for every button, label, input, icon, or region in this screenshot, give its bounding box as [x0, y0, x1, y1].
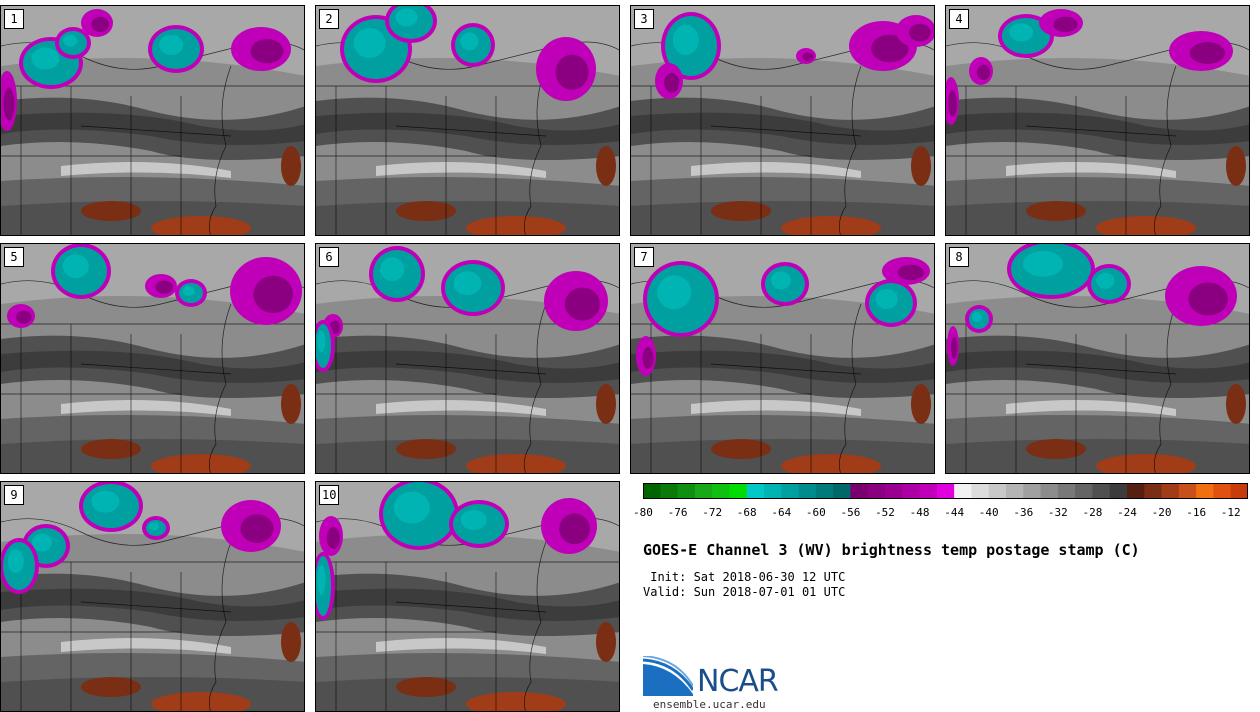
colorbar-tick-label: -80: [633, 506, 653, 519]
colorbar-swatch: [694, 483, 713, 499]
colorbar-tick-label: -16: [1186, 506, 1207, 519]
colorbar-tick-label: -32: [1047, 506, 1068, 519]
postage-stamp-panel: 5: [0, 243, 305, 474]
colorbar-swatch: [971, 483, 990, 499]
postage-stamp-panel: 8: [945, 243, 1250, 474]
colorbar-swatch: [833, 483, 851, 499]
colorbar-swatch: [1196, 483, 1214, 499]
colorbar-tick-label: -28: [1082, 506, 1103, 519]
colorbar-tick-label: -52: [875, 506, 895, 519]
colorbar-swatch: [1023, 483, 1042, 499]
water-vapor-map: [631, 244, 934, 473]
colorbar-swatch: [1144, 483, 1163, 499]
water-vapor-map: [316, 6, 619, 235]
colorbar-tick-label: -68: [736, 506, 757, 519]
colorbar-swatch: [902, 483, 921, 499]
colorbar-swatch: [660, 483, 679, 499]
colorbar-swatch: [643, 483, 661, 499]
postage-stamp-panel: 1: [0, 5, 305, 236]
colorbar-swatch: [1040, 483, 1059, 499]
colorbar-tick-label: -64: [771, 506, 792, 519]
colorbar-swatch: [1057, 483, 1076, 499]
water-vapor-map: [316, 482, 619, 711]
ncar-logo-word: NCAR: [697, 664, 779, 699]
colorbar-tick-label: -20: [1151, 506, 1172, 519]
ncar-url: ensemble.ucar.edu: [653, 698, 766, 711]
colorbar-swatch: [1178, 483, 1197, 499]
colorbar-swatch: [867, 483, 886, 499]
colorbar-swatch: [1230, 483, 1248, 499]
colorbar-swatch: [850, 483, 869, 499]
colorbar-swatch: [815, 483, 834, 499]
panel-number: 6: [319, 247, 339, 267]
colorbar-tick-label: -76: [667, 506, 688, 519]
water-vapor-map: [1, 6, 304, 235]
colorbar-tick-label: -40: [978, 506, 999, 519]
postage-stamp-panel: 6: [315, 243, 620, 474]
colorbar-swatch: [919, 483, 938, 499]
colorbar-swatch: [746, 483, 765, 499]
colorbar-tick-label: -48: [909, 506, 930, 519]
panel-number: 4: [949, 9, 969, 29]
postage-stamp-panel: 7: [630, 243, 935, 474]
colorbar-swatch: [1092, 483, 1111, 499]
colorbar-tick-label: -24: [1117, 506, 1137, 519]
colorbar-tick-label: -56: [840, 506, 861, 519]
colorbar-swatch: [1161, 483, 1180, 499]
colorbar: [643, 483, 1248, 499]
panel-number: 3: [634, 9, 654, 29]
init-time: Init: Sat 2018-06-30 12 UTC: [643, 570, 846, 584]
colorbar-swatch: [1213, 483, 1232, 499]
colorbar-swatch: [1006, 483, 1024, 499]
postage-stamp-panel: 2: [315, 5, 620, 236]
colorbar-swatch: [936, 483, 955, 499]
colorbar-swatch: [954, 483, 972, 499]
panel-number: 1: [4, 9, 24, 29]
colorbar-swatch: [712, 483, 730, 499]
colorbar-tick-label: -44: [944, 506, 965, 519]
panel-number: 5: [4, 247, 24, 267]
colorbar-swatch: [988, 483, 1007, 499]
colorbar-swatch: [1127, 483, 1145, 499]
colorbar-swatch: [1075, 483, 1093, 499]
valid-time: Valid: Sun 2018-07-01 01 UTC: [643, 585, 846, 599]
panel-number: 2: [319, 9, 339, 29]
figure-title: GOES-E Channel 3 (WV) brightness temp po…: [643, 541, 1140, 559]
water-vapor-map: [946, 244, 1249, 473]
colorbar-tick-label: -36: [1013, 506, 1034, 519]
postage-stamp-panel: 10: [315, 481, 620, 712]
postage-stamp-panel: 3: [630, 5, 935, 236]
colorbar-tick-label: -60: [805, 506, 826, 519]
colorbar-swatch: [798, 483, 817, 499]
colorbar-tick-label: -12: [1220, 506, 1241, 519]
panel-number: 9: [4, 485, 24, 505]
colorbar-swatch: [764, 483, 782, 499]
postage-stamp-panel: 4: [945, 5, 1250, 236]
colorbar-tick-label: -72: [702, 506, 723, 519]
colorbar-swatch: [1109, 483, 1128, 499]
water-vapor-map: [631, 6, 934, 235]
postage-stamp-panel: 9: [0, 481, 305, 712]
colorbar-swatch: [781, 483, 800, 499]
colorbar-swatch: [729, 483, 748, 499]
water-vapor-map: [1, 482, 304, 711]
panel-number: 7: [634, 247, 654, 267]
water-vapor-map: [316, 244, 619, 473]
colorbar-swatch: [885, 483, 903, 499]
ncar-logo-icon: [643, 656, 693, 696]
panel-number: 10: [319, 485, 340, 505]
water-vapor-map: [1, 244, 304, 473]
colorbar-swatch: [677, 483, 696, 499]
panel-number: 8: [949, 247, 969, 267]
water-vapor-map: [946, 6, 1249, 235]
